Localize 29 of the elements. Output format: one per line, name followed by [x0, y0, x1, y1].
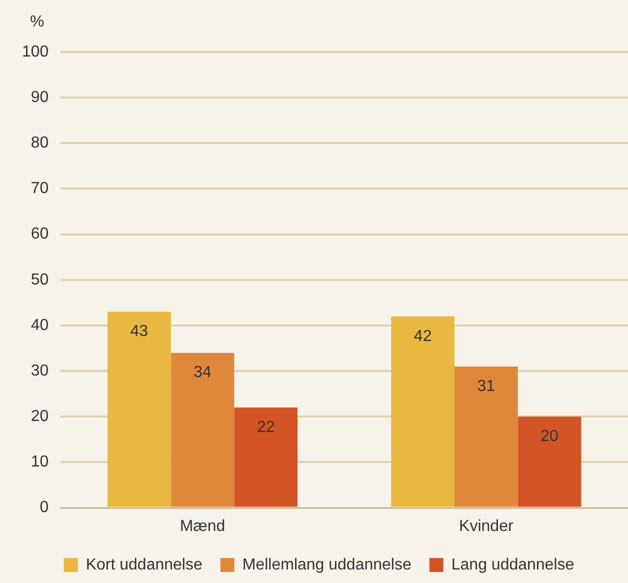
legend-label: Kort uddannelse: [86, 556, 202, 574]
data-label: 31: [477, 378, 496, 395]
y-tick-label: 50: [30, 271, 49, 288]
y-tick-label: 70: [30, 180, 49, 198]
y-tick-label: 60: [30, 226, 49, 243]
data-label: 43: [130, 323, 148, 340]
data-label: 20: [540, 428, 559, 446]
data-label: 34: [194, 364, 212, 382]
y-tick-label: 20: [30, 408, 49, 426]
bar: [518, 416, 582, 507]
y-tick-label: 30: [30, 362, 49, 380]
y-tick-label: 0: [40, 499, 49, 516]
bar: [170, 352, 234, 507]
bar: [234, 408, 298, 507]
x-tick-label: Mænd: [180, 518, 226, 535]
bar: [391, 316, 454, 507]
y-tick-label: 80: [30, 134, 49, 152]
data-label: 42: [414, 328, 432, 345]
legend-label: Mellemlang uddannelse: [242, 556, 412, 574]
bar: [108, 312, 171, 507]
y-tick-label: 10: [30, 454, 49, 471]
data-label: 22: [256, 418, 275, 436]
y-axis-title: %: [30, 13, 44, 30]
x-tick-label: Kvinder: [459, 518, 514, 535]
y-tick-label: 100: [22, 43, 49, 60]
legend-label: Lang uddannelse: [451, 556, 574, 574]
bar: [454, 366, 518, 507]
y-tick-label: 40: [30, 316, 49, 334]
y-tick-label: 90: [30, 88, 49, 106]
